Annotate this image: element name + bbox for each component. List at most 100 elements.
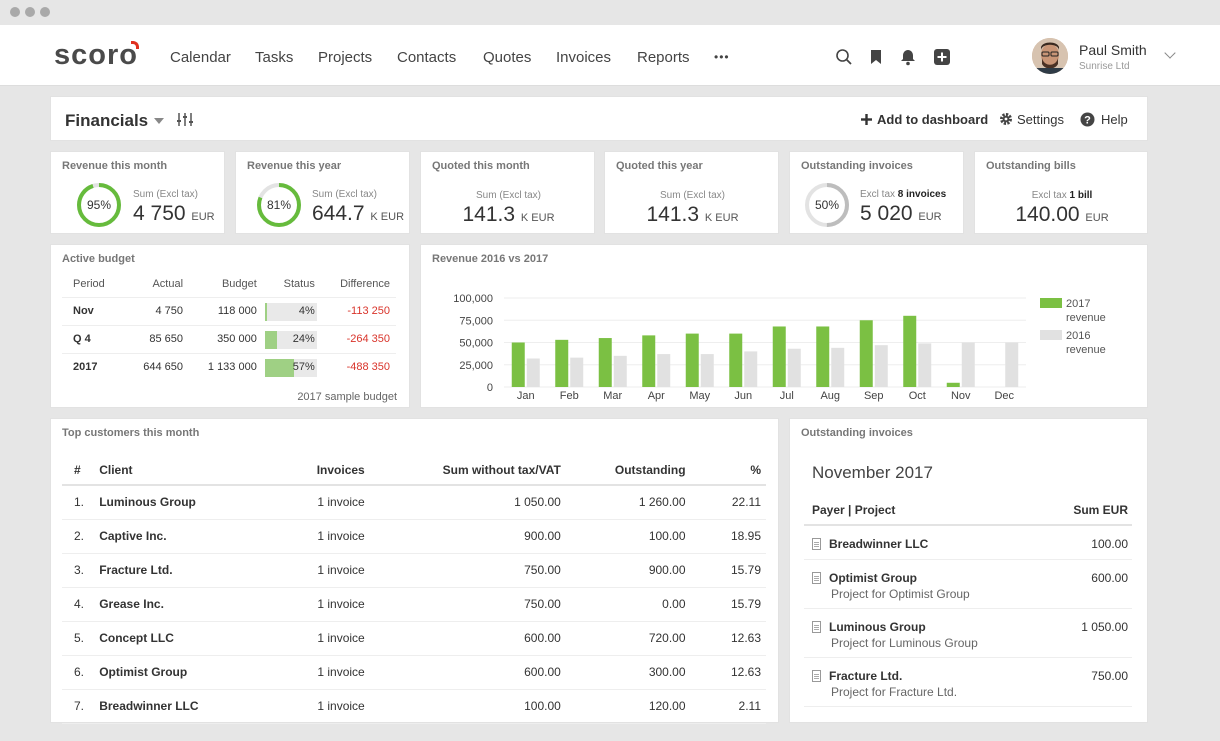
add-new-icon[interactable]: [933, 48, 951, 66]
client-name[interactable]: Grease Inc.: [99, 587, 261, 622]
help-icon[interactable]: ?: [1080, 112, 1095, 127]
percent-cell: 22.11: [690, 485, 766, 520]
table-row[interactable]: 2017 644 650 1 133 000 57% -488 350: [62, 352, 396, 381]
col-actual: Actual: [152, 277, 184, 290]
window-close-dot[interactable]: [10, 7, 20, 17]
window-minimize-dot[interactable]: [25, 7, 35, 17]
kpi-value: 4 750 EUR: [133, 202, 215, 226]
x-tick-label: Jun: [734, 390, 752, 402]
y-tick-label: 0: [487, 382, 493, 394]
help-button[interactable]: Help: [1101, 112, 1128, 127]
customers-table: # Client Invoices Sum without tax/VAT Ou…: [62, 455, 766, 724]
bookmark-icon[interactable]: [867, 48, 885, 66]
sliders-icon[interactable]: [176, 112, 194, 127]
kpi-subtitle: Sum (Excl tax): [475, 190, 541, 201]
payer-name[interactable]: Fracture Ltd.: [829, 668, 903, 683]
settings-button[interactable]: Settings: [1017, 112, 1064, 127]
nav-reports[interactable]: Reports: [637, 49, 690, 66]
search-icon[interactable]: [835, 48, 853, 66]
payer-name[interactable]: Optimist Group: [829, 570, 917, 585]
progress-ring: [805, 183, 849, 227]
table-row[interactable]: 3. Fracture Ltd. 1 invoice 750.00 900.00 15.7…: [62, 553, 766, 588]
percent-cell: 12.63: [690, 655, 766, 690]
client-name[interactable]: Concept LLC: [99, 621, 261, 656]
bar-2017: [859, 320, 873, 387]
gear-icon[interactable]: [999, 112, 1013, 126]
bar-2016: [613, 355, 627, 387]
bar-2016: [831, 347, 845, 387]
kpi-subtitle-prefix: Excl tax: [860, 189, 896, 200]
plus-icon[interactable]: [861, 114, 872, 125]
payer-cell: Breadwinner LLC: [804, 525, 1042, 560]
table-row[interactable]: 6. Optimist Group 1 invoice 600.00 300.00 12.…: [62, 655, 766, 690]
payer-name[interactable]: Breadwinner LLC: [829, 537, 929, 551]
scoro-logo[interactable]: scoro: [54, 39, 138, 71]
rank-cell: 5.: [62, 621, 100, 656]
outstanding-cell: 720.00: [565, 621, 691, 656]
kpi-value-number: 644.7: [312, 202, 365, 225]
chevron-down-icon[interactable]: [1164, 47, 1176, 59]
user-name[interactable]: Paul Smith: [1079, 42, 1147, 58]
client-name[interactable]: Optimist Group: [99, 655, 261, 690]
kpi-quoted-this-month[interactable]: Quoted this month Sum (Excl tax) 141.3 K…: [420, 151, 595, 234]
nav-contacts[interactable]: Contacts: [397, 49, 457, 66]
status-cell: 4%: [262, 296, 321, 325]
kpi-subtitle-prefix: Excl tax: [1031, 190, 1067, 201]
revenue-bar-chart[interactable]: 100,000 75,000 50,000 25,000 0 Jan Feb Mar Apr Ma…: [421, 245, 1149, 409]
table-row[interactable]: 5. Concept LLC 1 invoice 600.00 720.00 12.63: [62, 621, 766, 656]
status-cell: 24%: [262, 324, 321, 353]
list-item[interactable]: Optimist Group Project for Optimist Group…: [804, 559, 1132, 609]
project-name[interactable]: Project for Luminous Group: [831, 635, 978, 650]
list-item[interactable]: Fracture Ltd. Project for Fracture Ltd. 75…: [804, 657, 1132, 707]
page-title[interactable]: Financials: [65, 111, 149, 130]
table-header-row: Period Actual Budget Status Difference: [62, 271, 396, 297]
project-name[interactable]: Project for Fracture Ltd.: [831, 684, 958, 699]
project-name[interactable]: Project for Optimist Group: [831, 586, 970, 601]
client-name[interactable]: Captive Inc.: [99, 519, 261, 554]
client-name[interactable]: Fracture Ltd.: [99, 553, 261, 588]
window-maximize-dot[interactable]: [40, 7, 50, 17]
bar-2016: [1005, 342, 1019, 387]
nav-quotes[interactable]: Quotes: [483, 49, 532, 66]
user-avatar[interactable]: [1032, 38, 1068, 74]
kpi-outstanding-bills[interactable]: Outstanding bills Excl tax 1 bill 140.00…: [974, 151, 1148, 234]
kpi-outstanding-invoices[interactable]: Outstanding invoices 50% Excl tax 8 invo…: [789, 151, 964, 234]
nav-more[interactable]: •••: [714, 50, 730, 64]
bar-2017: [903, 315, 917, 387]
table-row[interactable]: 1. Luminous Group 1 invoice 1 050.00 1 260.0…: [62, 485, 766, 520]
nav-calendar[interactable]: Calendar: [170, 49, 231, 66]
table-row[interactable]: Q 4 85 650 350 000 24% -264 350: [62, 324, 396, 353]
payer-name[interactable]: Luminous Group: [829, 619, 926, 634]
client-name[interactable]: Luminous Group: [99, 485, 261, 520]
invoice-count: 1 invoice: [260, 689, 370, 724]
table-row[interactable]: 7. Breadwinner LLC 1 invoice 100.00 120.00 2.…: [62, 689, 766, 724]
revenue-chart-widget: Revenue 2016 vs 2017 100,000 75,000 50,000…: [420, 244, 1148, 408]
status-label: 57%: [292, 361, 315, 374]
table-row[interactable]: 4. Grease Inc. 1 invoice 750.00 0.00 15.79: [62, 587, 766, 622]
sum-cell: 100.00: [1041, 525, 1132, 560]
nav-projects[interactable]: Projects: [318, 49, 373, 66]
bar-2017: [511, 342, 525, 387]
bar-2017: [729, 333, 743, 387]
nav-invoices[interactable]: Invoices: [556, 49, 612, 66]
caret-down-icon[interactable]: [154, 118, 164, 124]
list-item[interactable]: Luminous Group Project for Luminous Group…: [804, 608, 1132, 658]
kpi-revenue-this-month[interactable]: Revenue this month 95% Sum (Excl tax) 4 …: [50, 151, 225, 234]
add-to-dashboard-button[interactable]: Add to dashboard: [877, 112, 989, 127]
legend-swatch: [1040, 298, 1062, 308]
outstanding-cell: 300.00: [565, 655, 691, 690]
table-row[interactable]: Nov 4 750 118 000 4% -113 250: [62, 296, 396, 325]
list-item[interactable]: Breadwinner LLC 100.00: [804, 525, 1132, 560]
kpi-revenue-this-year[interactable]: Revenue this year 81% Sum (Excl tax) 644…: [235, 151, 410, 234]
top-customers-widget: Top customers this month # Client Invoic…: [50, 418, 779, 724]
table-row[interactable]: 2. Captive Inc. 1 invoice 900.00 100.00 18.95: [62, 519, 766, 554]
notification-bell-icon[interactable]: [899, 48, 917, 66]
kpi-title: Outstanding invoices: [801, 160, 913, 172]
kpi-subtitle: Excl tax 8 invoices: [860, 189, 946, 200]
widget-title: Revenue 2016 vs 2017: [432, 253, 549, 265]
widget-title: Top customers this month: [62, 427, 200, 439]
kpi-quoted-this-year[interactable]: Quoted this year Sum (Excl tax) 141.3 K …: [604, 151, 779, 234]
client-name[interactable]: Breadwinner LLC: [99, 689, 261, 724]
kpi-title: Quoted this month: [432, 160, 530, 172]
nav-tasks[interactable]: Tasks: [255, 49, 294, 66]
